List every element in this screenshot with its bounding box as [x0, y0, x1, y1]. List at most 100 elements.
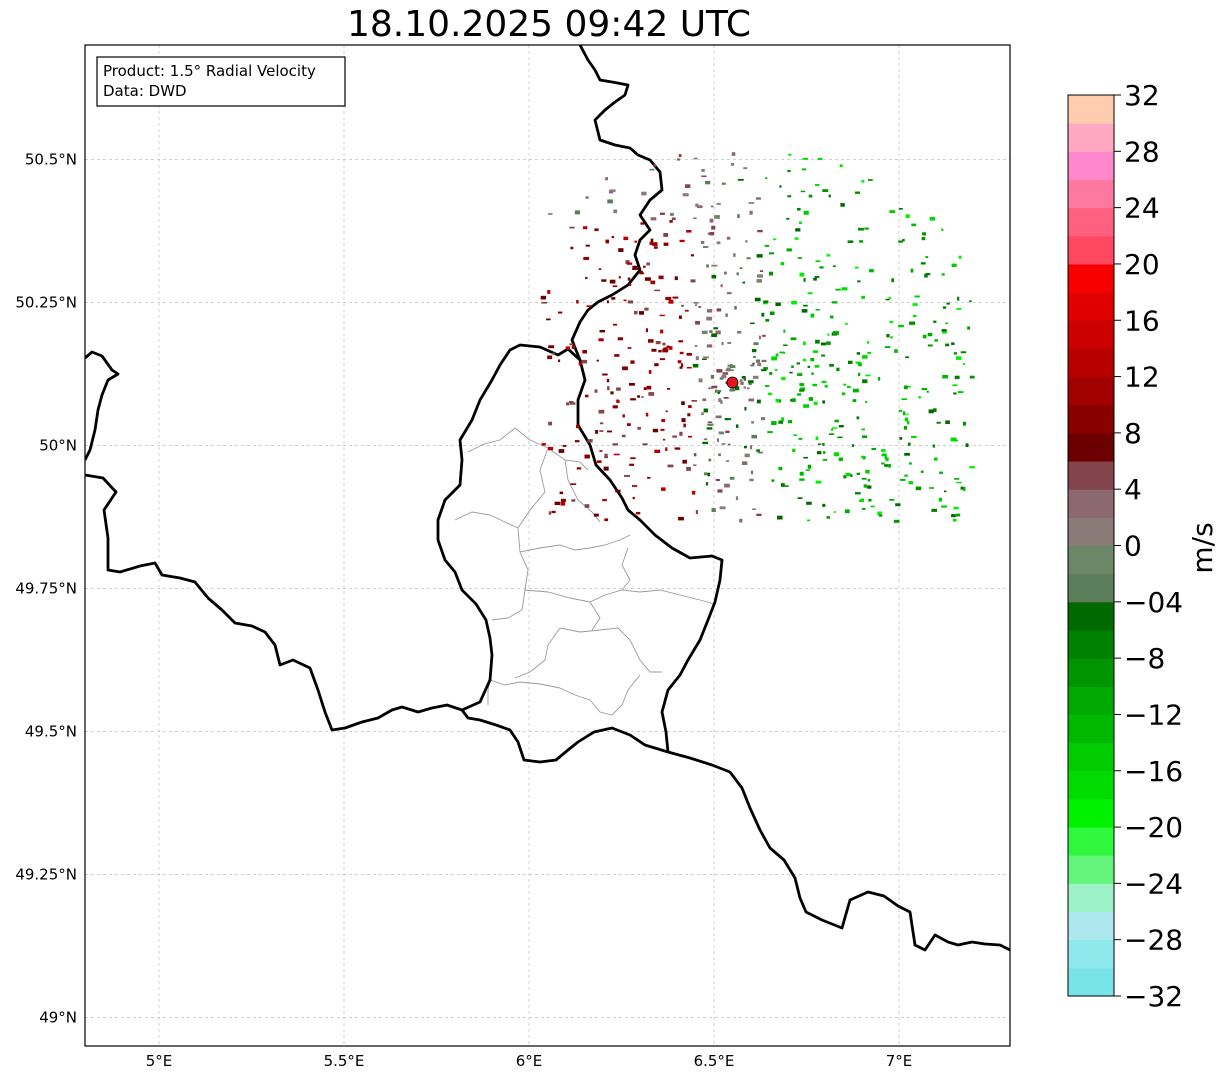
velocity-echo — [701, 358, 707, 360]
velocity-echo — [761, 369, 767, 372]
velocity-echo — [812, 383, 818, 387]
velocity-echo — [922, 232, 927, 236]
velocity-echo — [781, 376, 786, 381]
velocity-echo — [865, 401, 868, 403]
velocity-echo — [727, 443, 731, 446]
velocity-echo — [576, 300, 579, 304]
velocity-echo — [602, 499, 607, 502]
velocity-echo — [547, 355, 553, 360]
colorbar-tick-label: −8 — [1124, 642, 1165, 675]
radar-site-marker[interactable] — [726, 376, 739, 389]
velocity-echo — [739, 379, 743, 382]
velocity-echo — [836, 367, 840, 372]
velocity-echo — [646, 385, 652, 390]
velocity-echo — [921, 388, 928, 391]
velocity-echo — [698, 306, 702, 308]
velocity-echo — [662, 342, 666, 346]
velocity-echo — [861, 295, 865, 299]
velocity-echo — [584, 504, 590, 508]
velocity-echo — [783, 329, 786, 333]
luxembourg-border — [436, 343, 724, 753]
velocity-echo — [693, 302, 699, 304]
velocity-echo — [969, 375, 975, 379]
velocity-echo — [799, 478, 805, 481]
velocity-echo — [548, 421, 552, 426]
velocity-echo — [799, 471, 804, 476]
velocity-echo — [714, 389, 718, 393]
velocity-echo — [764, 244, 770, 247]
velocity-echo — [955, 356, 962, 360]
velocity-echo — [861, 477, 867, 480]
velocity-echo — [771, 356, 778, 361]
velocity-echo — [951, 342, 955, 345]
velocity-echo — [857, 280, 861, 283]
velocity-echo — [757, 362, 762, 367]
velocity-echo — [771, 421, 777, 425]
velocity-echo — [711, 274, 717, 279]
velocity-echo — [705, 180, 711, 185]
velocity-echo — [695, 356, 699, 361]
velocity-echo — [778, 420, 784, 424]
velocity-echo — [807, 292, 813, 295]
velocity-echo — [729, 365, 736, 368]
velocity-echo — [929, 487, 934, 489]
velocity-echo — [945, 322, 948, 325]
colorbar-segment — [1068, 179, 1114, 209]
velocity-echo — [601, 279, 607, 282]
colorbar-unit-label: m/s — [1186, 522, 1219, 573]
colorbar-segment — [1068, 658, 1114, 687]
velocity-echo — [729, 476, 735, 480]
velocity-echo — [954, 478, 960, 480]
velocity-echo — [841, 287, 848, 291]
colorbar-segment — [1068, 967, 1114, 997]
velocity-echo — [855, 361, 861, 364]
velocity-echo — [862, 355, 868, 359]
velocity-echo — [759, 270, 764, 272]
velocity-echo — [862, 435, 868, 439]
velocity-echo — [587, 439, 593, 443]
velocity-echo — [692, 363, 699, 368]
velocity-echo — [905, 356, 910, 359]
velocity-echo — [571, 499, 576, 502]
velocity-echo — [701, 412, 704, 416]
velocity-echo — [706, 427, 713, 430]
velocity-echo — [888, 296, 891, 299]
velocity-echo — [790, 337, 797, 341]
velocity-echo — [828, 194, 831, 198]
velocity-echo — [822, 189, 829, 192]
colorbar-tick-label: 8 — [1124, 417, 1142, 450]
velocity-echo — [797, 497, 803, 499]
velocity-echo — [606, 378, 610, 383]
velocity-echo — [903, 385, 908, 390]
velocity-echo — [706, 309, 713, 313]
velocity-echo — [742, 281, 746, 284]
velocity-echo — [627, 277, 631, 281]
velocity-echo — [955, 513, 961, 517]
lat-tick-label: 49.25°N — [15, 865, 77, 883]
velocity-echo — [856, 416, 860, 420]
velocity-echo — [907, 420, 910, 425]
velocity-echo — [706, 316, 713, 321]
velocity-echo — [718, 453, 721, 457]
colorbar-segment — [1068, 235, 1114, 265]
velocity-echo — [752, 356, 757, 358]
velocity-echo — [779, 185, 782, 188]
velocity-echo — [839, 164, 843, 168]
velocity-echo — [870, 505, 875, 508]
velocity-echo — [868, 269, 874, 273]
velocity-echo — [748, 398, 755, 402]
velocity-echo — [574, 440, 580, 443]
velocity-echo — [773, 238, 777, 241]
velocity-echo — [655, 341, 661, 345]
velocity-echo — [659, 212, 665, 215]
velocity-echo — [951, 514, 956, 518]
admin-boundary — [517, 447, 631, 553]
map-plot-area[interactable] — [85, 45, 1010, 1046]
velocity-echo — [969, 300, 972, 303]
velocity-echo — [756, 449, 760, 452]
lat-tick-label: 50°N — [39, 436, 77, 454]
velocity-echo — [711, 333, 717, 337]
velocity-echo — [652, 428, 659, 433]
colorbar-tick-label: −12 — [1124, 698, 1183, 731]
velocity-echo — [718, 398, 722, 403]
